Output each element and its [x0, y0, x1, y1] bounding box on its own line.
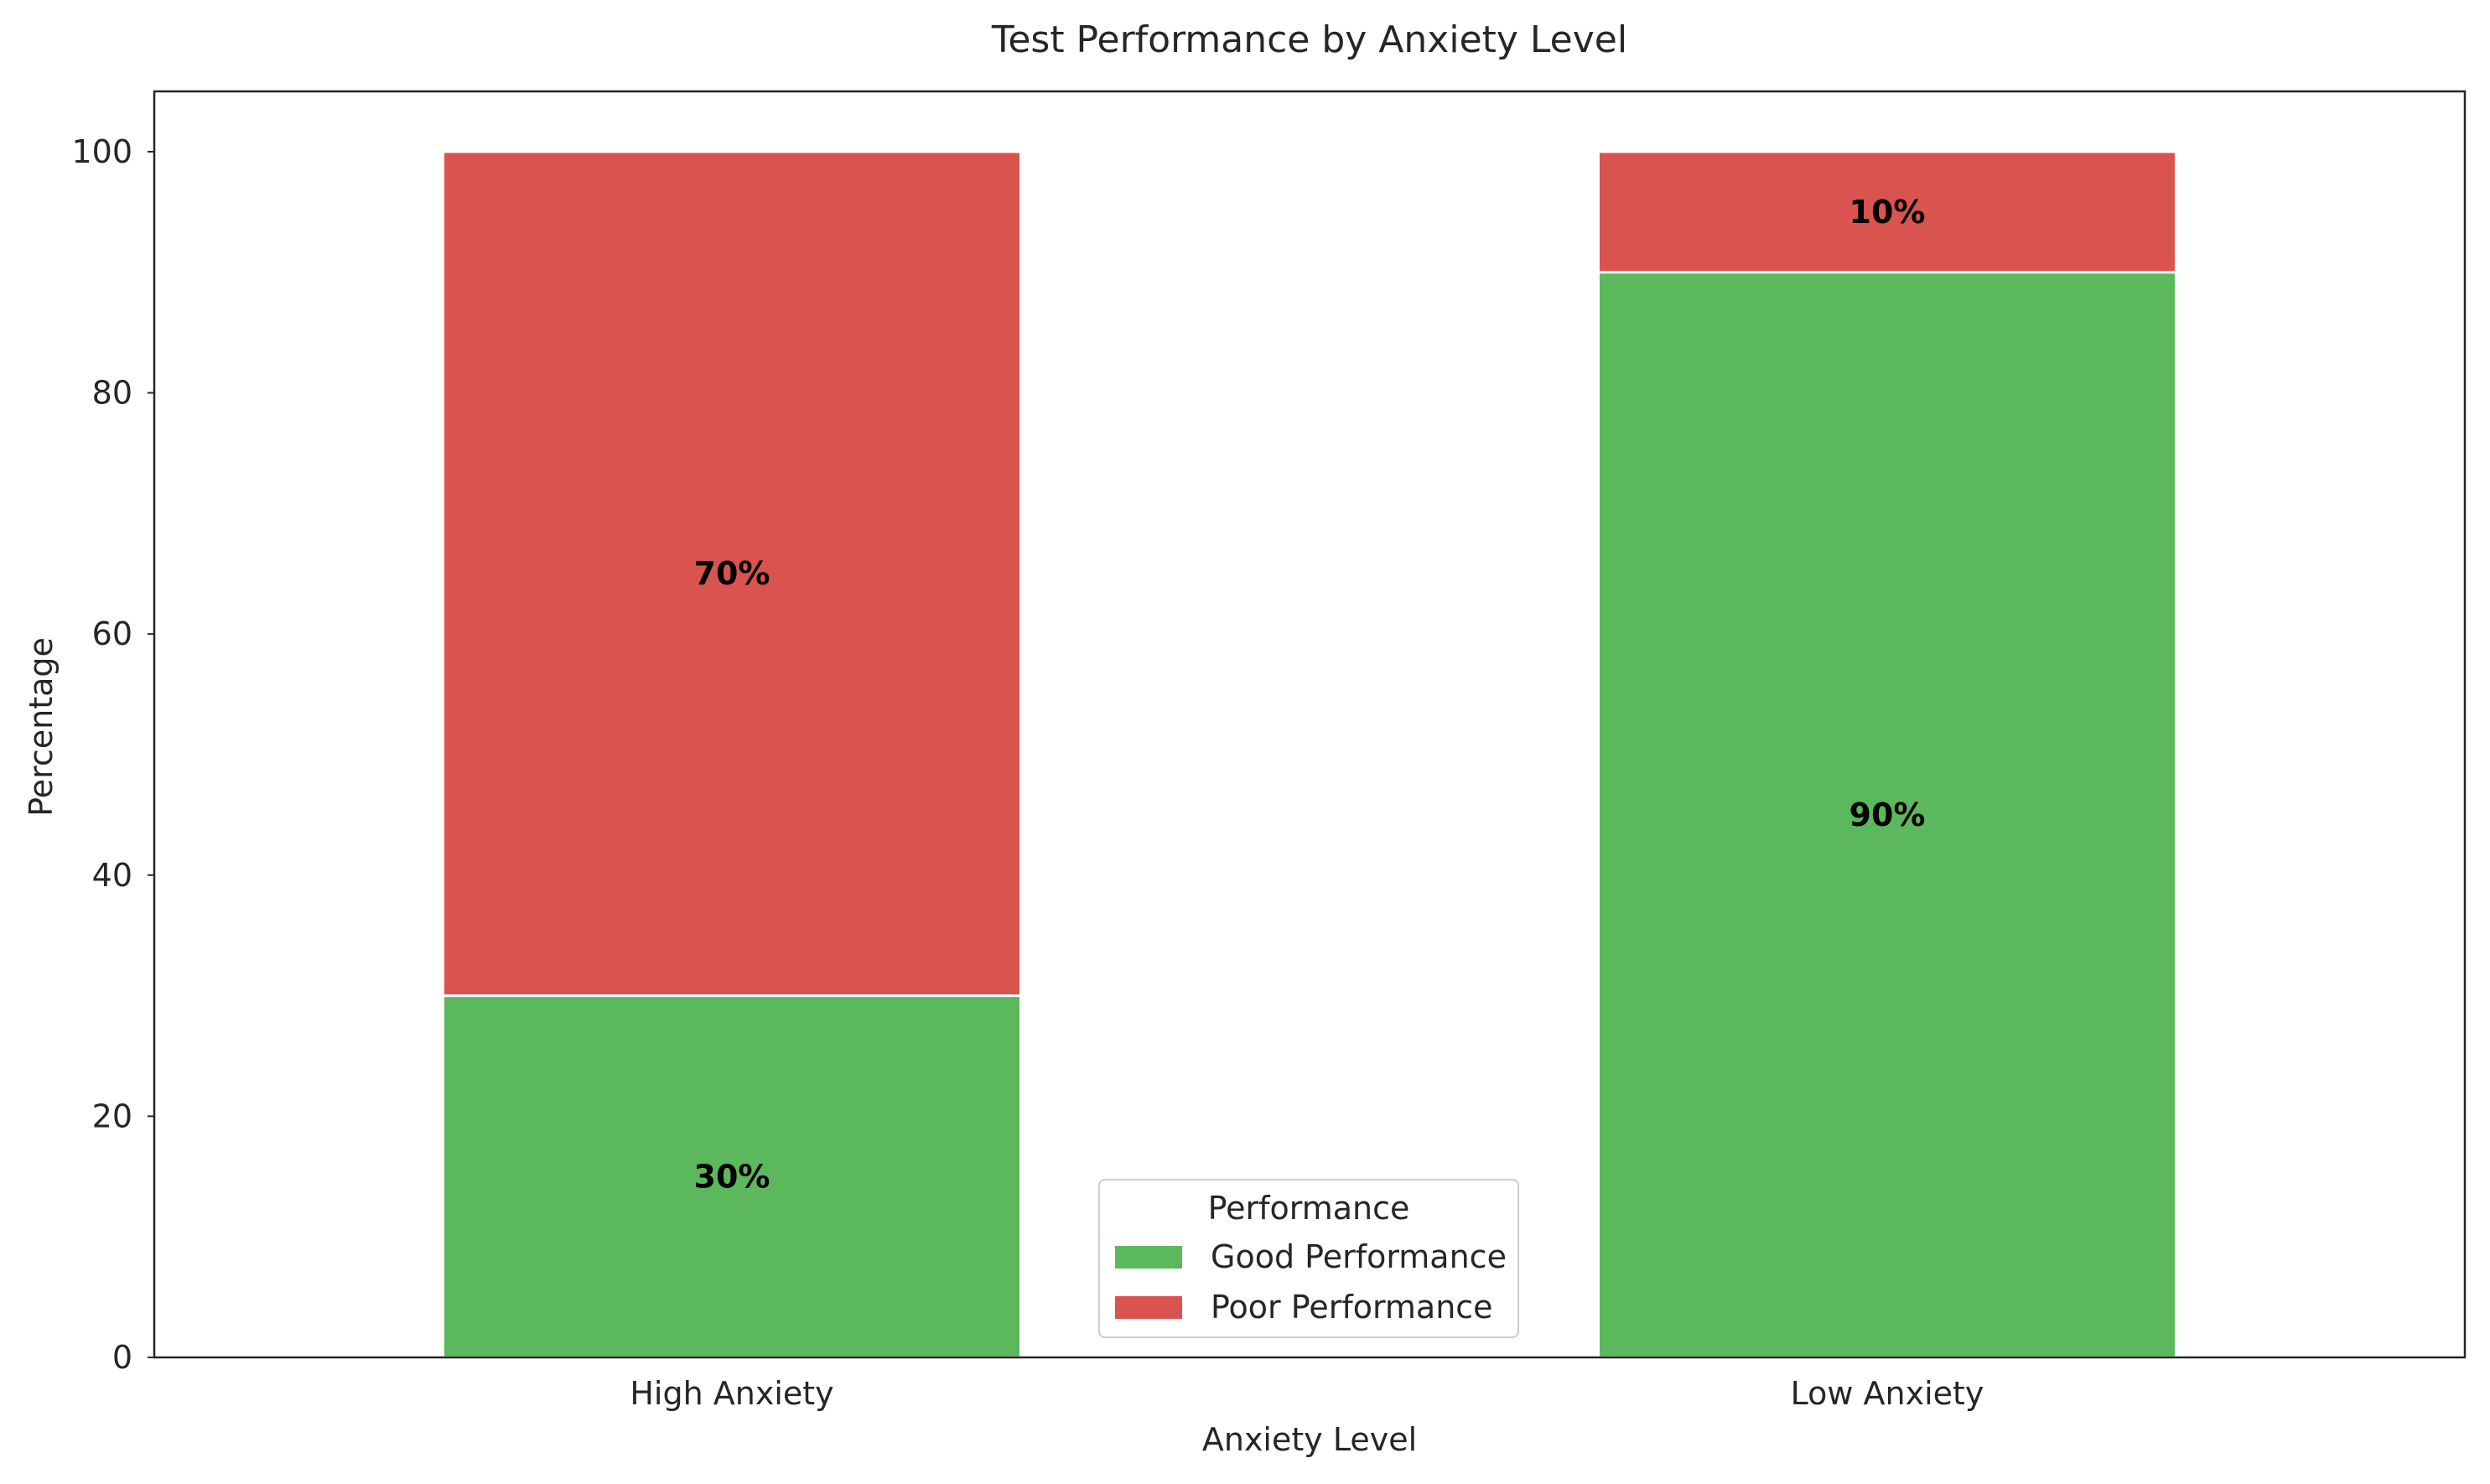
data-label-good-performance-high-anxiety: 30% [694, 1158, 770, 1195]
y-tick-label: 0 [112, 1339, 132, 1376]
plot-frame [153, 90, 2467, 1359]
legend: Performance Good Performance Poor Perfor… [1098, 1179, 1519, 1338]
chart-title: Test Performance by Anxiety Level [991, 18, 1627, 61]
legend-frame [1098, 1179, 1519, 1338]
data-label-poor-performance-high-anxiety: 70% [694, 555, 770, 592]
legend-swatch-poor-performance [1115, 1296, 1182, 1319]
legend-title: Performance [1208, 1190, 1410, 1227]
y-tick-label: 60 [92, 615, 132, 652]
legend-label-good-performance: Good Performance [1211, 1238, 1507, 1275]
y-tick-label: 100 [71, 133, 132, 170]
y-tick-label: 40 [92, 857, 132, 894]
y-tick-label: 80 [92, 375, 132, 412]
x-axis: High Anxiety Low Anxiety [630, 1375, 1984, 1412]
bar-poor-performance-high-anxiety [442, 150, 1022, 998]
legend-label-poor-performance: Poor Performance [1211, 1289, 1493, 1326]
data-label-poor-performance-low-anxiety: 10% [1849, 194, 1926, 231]
y-axis: 0 20 40 60 80 100 [71, 133, 154, 1376]
y-tick-label: 20 [92, 1097, 132, 1134]
bar-good-performance-high-anxiety [442, 994, 1022, 1359]
bar-good-performance-low-anxiety [1597, 271, 2177, 1359]
data-label-good-performance-low-anxiety: 90% [1849, 796, 1926, 833]
plot-area: 30% 90% 70% 10% [442, 150, 2177, 1359]
x-tick-label-low-anxiety: Low Anxiety [1791, 1375, 1984, 1412]
bar-poor-performance-low-anxiety [1597, 150, 2177, 274]
legend-swatch-good-performance [1115, 1246, 1182, 1269]
x-axis-title: Anxiety Level [1202, 1421, 1417, 1458]
y-axis-title: Percentage [23, 637, 60, 817]
x-tick-label-high-anxiety: High Anxiety [630, 1375, 833, 1412]
